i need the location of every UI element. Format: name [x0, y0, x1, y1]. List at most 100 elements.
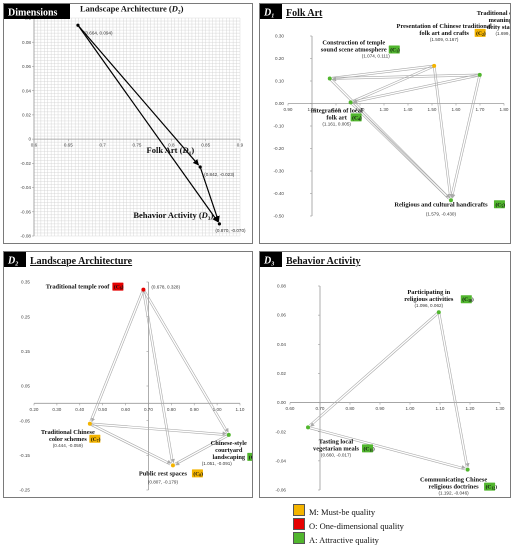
point-label-subscript: 1 — [189, 151, 192, 157]
x-tick-label: 0.80 — [346, 406, 355, 411]
landscape-architecture-panel: 0.20 0.30 0.40 0.50 0.60 0.70 0.80 0.90 1.00 1.10… — [3, 251, 253, 498]
quality-badge-subscript: 5 — [501, 204, 503, 208]
folk-art-chart: 0.90 1.00 1.10 1.20 1.30 1.40 1.50 1.60 1.70 1.80… — [260, 4, 510, 219]
data-point — [76, 23, 80, 27]
quality-badge-subscript: 10 — [468, 299, 472, 303]
relation-arrow — [91, 289, 145, 423]
quality-badge — [460, 295, 472, 304]
y-tick-label: -0.04 — [276, 458, 287, 463]
relation-arrow — [175, 435, 230, 466]
point-label: folk art — [326, 114, 347, 121]
quality-badge-label: (C5) — [495, 201, 505, 208]
point-coordinate: (1.192, -0.046) — [439, 491, 470, 496]
data-point — [141, 287, 146, 292]
data-point — [170, 463, 175, 468]
y-tick-label: -0.06 — [21, 209, 32, 214]
quality-badge — [484, 482, 496, 491]
point-label: Landscape Architecture (D2) — [80, 4, 184, 15]
panel-title-bar — [4, 252, 26, 267]
quality-badge-close: ) — [201, 470, 203, 477]
quality-badge-subscript: 12 — [491, 487, 495, 491]
quality-badge — [112, 282, 124, 291]
point-coordinate: (1.051, -0.091) — [202, 461, 233, 466]
relation-arrow — [434, 65, 454, 199]
relation-arrow — [142, 289, 172, 464]
attractive-swatch — [293, 532, 305, 544]
point-label: Chinese-style — [211, 440, 247, 447]
y-tick-label: 0.00 — [275, 101, 284, 106]
point-label: vegetarian meals — [313, 445, 359, 452]
y-tick-label: -0.40 — [274, 191, 285, 196]
point-label-symbol: D — [181, 145, 188, 155]
x-tick-label: 1.00 — [406, 406, 415, 411]
y-tick-label: -0.04 — [21, 185, 32, 190]
quality-badge-close: ) — [373, 445, 375, 452]
point-label-subscript: 3 — [208, 216, 211, 222]
panel-title-bar — [260, 4, 282, 19]
y-tick-label: 0.05 — [21, 384, 30, 389]
point-label: deity statues — [487, 24, 510, 31]
y-tick-label: 0.04 — [22, 88, 31, 93]
relation-arrow — [77, 24, 219, 223]
quality-badge — [247, 452, 252, 461]
quality-badge-close: ) — [495, 484, 497, 491]
x-tick-label: 0.90 — [376, 406, 385, 411]
data-point — [436, 310, 441, 315]
one-dimensional-swatch — [293, 518, 305, 530]
x-tick-label: 1.80 — [500, 107, 509, 112]
quality-badge-close: ) — [99, 436, 101, 443]
legend-label: O: One-dimensional quality — [309, 521, 404, 531]
x-tick-label: 1.10 — [436, 406, 445, 411]
panel-title-symbol: D3 — [263, 256, 274, 268]
point-label: courtyard — [215, 447, 243, 454]
quality-badge — [493, 200, 505, 209]
point-label: Public rest spaces — [139, 470, 188, 477]
x-tick-label: 0.30 — [52, 407, 61, 412]
x-tick-label: 0.85 — [201, 143, 210, 148]
relation-arrow — [437, 312, 467, 468]
landscape-architecture-chart: 0.20 0.30 0.40 0.50 0.60 0.70 0.80 0.90 1.00 1.10… — [4, 252, 252, 493]
fine-grid — [33, 17, 241, 237]
point-label: landscaping — [212, 454, 245, 461]
data-point — [327, 76, 332, 81]
quality-badge-label: (C9) — [249, 454, 252, 461]
data-point — [87, 421, 92, 426]
relation-arrow — [352, 64, 434, 101]
x-tick-label: 1.10 — [236, 407, 245, 412]
x-tick-label: 1.20 — [356, 107, 365, 112]
x-tick-label: 1.30 — [496, 406, 505, 411]
x-tick-label: 0.8 — [168, 143, 175, 148]
quality-badge-subscript: 11 — [369, 448, 373, 452]
x-tick-label: 0.60 — [286, 406, 295, 411]
relation-arrow — [328, 79, 449, 200]
point-coordinate: (0.870, -0.070) — [215, 228, 246, 233]
panel-title: Dimensions — [8, 8, 58, 19]
y-tick-label: -0.02 — [276, 429, 287, 434]
y-tick-label: 0.02 — [22, 112, 31, 117]
x-tick-label: 0.65 — [64, 143, 73, 148]
relation-arrow — [451, 75, 482, 199]
point-label: Folk Art (D1) — [147, 145, 195, 157]
point-coordinate: (0.842, -0.023) — [204, 172, 235, 177]
point-label: Religious and cultural handicrafts — [394, 201, 488, 208]
relation-arrow — [174, 433, 229, 464]
relation-arrow — [307, 428, 466, 471]
point-label-close: ) — [191, 145, 194, 155]
x-tick-label: 1.30 — [380, 107, 389, 112]
relation-arrow — [331, 75, 480, 82]
x-tick-label: 1.60 — [452, 107, 461, 112]
panel-title-bar — [260, 252, 282, 267]
point-coordinate: (1.074, 0.111) — [362, 54, 390, 59]
x-tick-label: 1.10 — [332, 107, 341, 112]
panel-title-bar — [4, 4, 70, 19]
relation-arrow — [89, 424, 171, 466]
quality-badge — [191, 469, 203, 478]
y-tick-label: -0.15 — [20, 453, 31, 458]
point-label: Tasting local — [319, 438, 354, 445]
point-label: sound scene atmosphere — [321, 47, 387, 54]
point-coordinate: (1.699, 0.127) — [495, 31, 510, 36]
panel-title: Behavior Activity — [286, 256, 361, 267]
point-label: Traditional cultural — [477, 10, 510, 17]
point-coordinate: (0.660, -0.017) — [321, 452, 352, 457]
point-label: Construction of temple — [322, 40, 385, 47]
